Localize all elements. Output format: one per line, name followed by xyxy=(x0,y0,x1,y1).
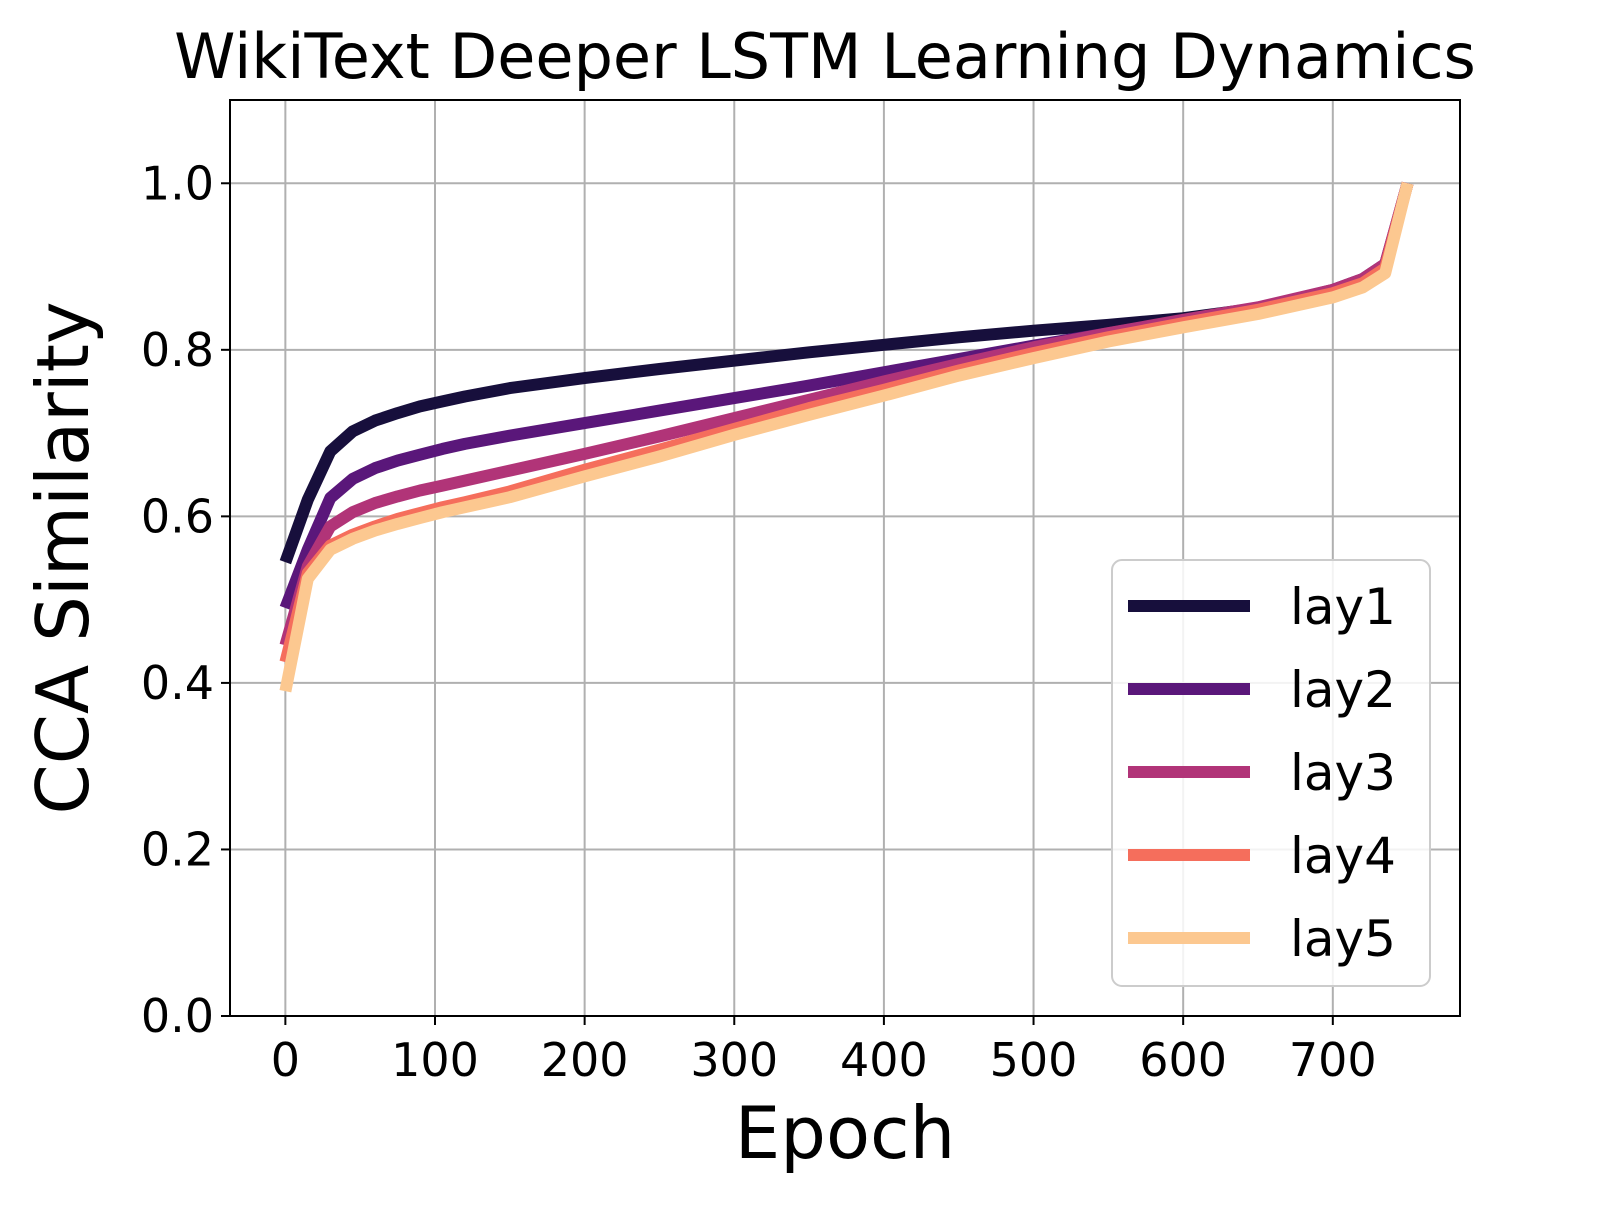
x-axis-label: Epoch xyxy=(735,1091,955,1175)
y-tick-label: 0.0 xyxy=(141,989,214,1043)
x-axis-ticks: 0 100 200 300 400 500 600 700 xyxy=(271,1016,1377,1087)
y-tick-label: 0.4 xyxy=(141,656,214,710)
x-tick-label: 400 xyxy=(840,1033,928,1087)
legend-label-lay4: lay4 xyxy=(1290,827,1396,885)
series-line-lay5 xyxy=(279,181,1414,693)
x-tick-label: 600 xyxy=(1139,1033,1227,1087)
y-axis-ticks: 0.0 0.2 0.4 0.6 0.8 1.0 xyxy=(141,156,230,1043)
x-tick-label: 0 xyxy=(271,1033,300,1087)
x-tick-label: 300 xyxy=(690,1033,778,1087)
x-tick-label: 100 xyxy=(391,1033,479,1087)
y-axis-label: CCA Similarity xyxy=(21,301,105,814)
x-tick-label: 500 xyxy=(990,1033,1078,1087)
legend-label-lay1: lay1 xyxy=(1290,578,1396,636)
y-tick-label: 0.8 xyxy=(141,323,214,377)
series-lines xyxy=(279,181,1414,693)
plot-frame xyxy=(229,99,1461,1017)
legend-box xyxy=(1111,559,1431,987)
legend-items: lay1 lay2 lay3 lay4 lay5 xyxy=(1128,578,1396,968)
chart-title: WikiText Deeper LSTM Learning Dynamics xyxy=(174,20,1476,93)
x-tick-label: 200 xyxy=(541,1033,629,1087)
y-tick-label: 1.0 xyxy=(141,156,214,210)
x-tick-label: 700 xyxy=(1289,1033,1377,1087)
legend: lay1 lay2 lay3 lay4 lay5 xyxy=(1111,559,1431,987)
legend-label-lay5: lay5 xyxy=(1290,910,1396,968)
y-tick-label: 0.6 xyxy=(141,489,214,543)
legend-label-lay2: lay2 xyxy=(1290,661,1396,719)
y-tick-label: 0.2 xyxy=(141,822,214,876)
legend-label-lay3: lay3 xyxy=(1290,744,1396,802)
